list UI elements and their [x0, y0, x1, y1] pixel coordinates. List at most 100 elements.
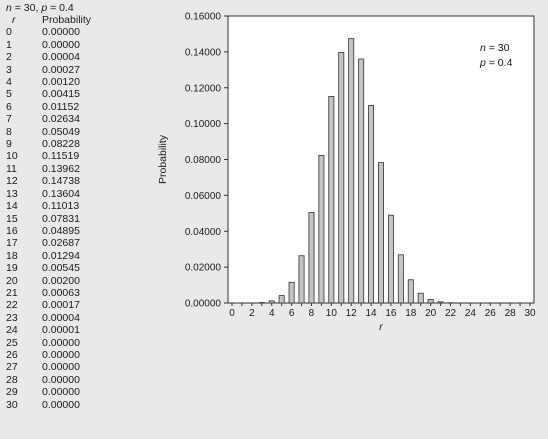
table-row: 18 0.01294	[4, 250, 122, 262]
x-tick-label: 28	[505, 308, 517, 319]
table-row: 22 0.00017	[4, 299, 122, 311]
r-cell: 20	[6, 274, 18, 287]
y-tick-label: 0.02000	[185, 263, 222, 274]
y-tick-label: 0.16000	[185, 12, 222, 23]
r-cell: 7	[6, 113, 12, 126]
y-tick-label: 0.14000	[185, 47, 222, 58]
x-tick-label: 30	[524, 308, 536, 319]
bar	[348, 38, 355, 304]
table-row: 12 0.14738	[4, 175, 122, 187]
table-row: 4 0.00120	[4, 76, 122, 88]
table-row: 28 0.00000	[4, 374, 122, 386]
probability-cell: 0.02634	[42, 113, 80, 126]
r-cell: 29	[6, 386, 18, 399]
x-tick-label: 2	[249, 308, 255, 319]
bar	[378, 162, 384, 304]
probability-cell: 0.00063	[42, 286, 80, 299]
r-cell: 8	[6, 125, 12, 138]
probability-cell: 0.00000	[42, 398, 80, 411]
r-cell: 24	[6, 324, 18, 337]
r-cell: 4	[6, 76, 12, 89]
probability-cell: 0.13604	[42, 187, 80, 200]
caption-n-value: = 30,	[11, 2, 42, 14]
x-tick-label: 16	[385, 308, 397, 319]
probability-table: r Probability 0 0.00000 1 0.00000 2 0.00004 3 0…	[4, 14, 122, 411]
legend-n-value: = 30	[486, 42, 510, 54]
bar	[328, 95, 335, 304]
x-tick-label: 0	[229, 308, 235, 319]
table-row: 29 0.00000	[4, 386, 122, 398]
table-row: 0 0.00000	[4, 26, 122, 38]
table-caption: n = 30, p = 0.4	[6, 2, 134, 14]
y-tick-label: 0.12000	[185, 83, 222, 94]
x-tick-label: 8	[309, 308, 315, 319]
x-axis-title: r	[379, 321, 383, 333]
bar	[358, 58, 365, 304]
probability-cell: 0.00200	[42, 274, 80, 287]
bar	[407, 279, 414, 304]
y-axis-title: Probability	[157, 134, 169, 184]
bar	[368, 105, 375, 304]
probability-cell: 0.00000	[42, 348, 80, 361]
column-header-probability: Probability	[42, 14, 92, 26]
x-tick-label: 12	[346, 308, 358, 319]
probability-cell: 0.07831	[42, 212, 80, 225]
bar	[338, 52, 345, 304]
table-row: 2 0.00004	[4, 51, 122, 63]
probability-cell: 0.14738	[42, 175, 80, 188]
r-cell: 19	[6, 262, 18, 275]
r-cell: 26	[6, 348, 18, 361]
legend-p-value: = 0.4	[486, 57, 513, 69]
probability-cell: 0.11519	[42, 150, 80, 163]
r-cell: 14	[6, 200, 18, 213]
bar	[427, 299, 434, 304]
r-cell: 23	[6, 311, 18, 324]
y-tick-label: 0.06000	[185, 191, 222, 202]
y-tick-label: 0.00000	[185, 299, 222, 310]
x-tick-label: 6	[289, 308, 295, 319]
table-row: 9 0.08228	[4, 138, 122, 150]
caption-p-value: = 0.4	[47, 2, 74, 14]
probability-cell: 0.00000	[42, 386, 80, 399]
bar	[298, 255, 305, 304]
legend-n-var: n	[480, 42, 486, 54]
table-row: 10 0.11519	[4, 150, 122, 162]
probability-cell: 0.00027	[42, 63, 80, 76]
table-row: 1 0.00000	[4, 39, 122, 51]
r-cell: 16	[6, 224, 18, 237]
x-tick-label: 22	[445, 308, 457, 319]
r-cell: 21	[6, 286, 18, 299]
table-row: 24 0.00001	[4, 324, 122, 336]
x-tick-label: 26	[485, 308, 497, 319]
probability-cell: 0.00415	[42, 88, 80, 101]
table-row: 30 0.00000	[4, 399, 122, 411]
probability-cell: 0.04895	[42, 224, 80, 237]
r-cell: 22	[6, 299, 18, 312]
bar	[387, 214, 394, 304]
caption-p-var: p	[41, 2, 48, 14]
table-row: 14 0.11013	[4, 200, 122, 212]
table-row: 5 0.00415	[4, 88, 122, 100]
probability-cell: 0.08228	[42, 138, 80, 151]
table-row: 17 0.02687	[4, 237, 122, 249]
legend-p: p = 0.4	[479, 57, 513, 69]
table-row: 13 0.13604	[4, 188, 122, 200]
y-tick-label: 0.04000	[185, 227, 222, 238]
table-row: 26 0.00000	[4, 349, 122, 361]
probability-cell: 0.00017	[42, 299, 80, 312]
r-cell: 3	[6, 63, 12, 76]
bar	[437, 301, 444, 304]
r-cell: 0	[6, 26, 12, 39]
r-cell: 28	[6, 373, 18, 386]
table-row: 23 0.00004	[4, 312, 122, 324]
probability-cell: 0.00000	[42, 26, 80, 39]
probability-cell: 0.05049	[42, 125, 80, 138]
table-row: 21 0.00063	[4, 287, 122, 299]
table-row: 7 0.02634	[4, 113, 122, 125]
probability-cell: 0.00545	[42, 262, 80, 275]
x-tick-label: 10	[326, 308, 338, 319]
table-row: 16 0.04895	[4, 225, 122, 237]
column-header-r: r	[12, 14, 16, 26]
probability-cell: 0.00000	[42, 336, 80, 349]
probability-cell: 0.11013	[42, 200, 80, 213]
